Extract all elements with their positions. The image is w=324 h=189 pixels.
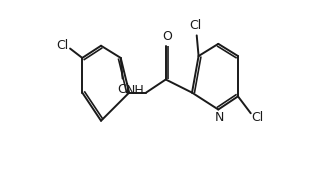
Text: N: N: [214, 111, 224, 124]
Text: Cl: Cl: [56, 39, 68, 52]
Text: Cl: Cl: [252, 111, 264, 124]
Text: NH: NH: [125, 84, 144, 97]
Text: Cl: Cl: [117, 83, 130, 96]
Text: O: O: [162, 30, 172, 43]
Text: Cl: Cl: [190, 19, 202, 32]
